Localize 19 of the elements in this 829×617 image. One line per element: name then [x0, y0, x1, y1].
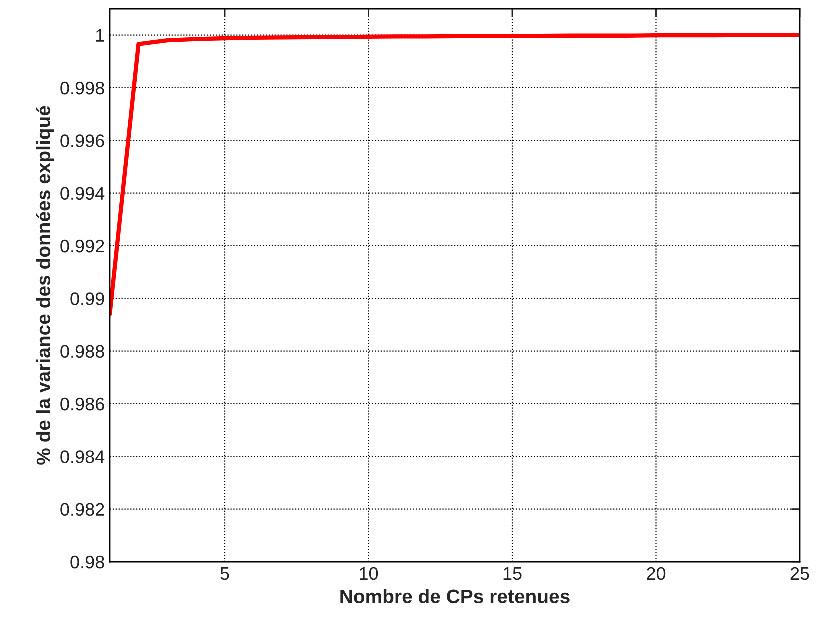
- y-tick-label: 0.986: [60, 398, 104, 411]
- y-tick-label: 0.996: [60, 134, 104, 148]
- y-tick-label: 0.99: [70, 292, 104, 306]
- x-tick-label: 5: [220, 568, 230, 580]
- y-tick-label: 0.994: [60, 187, 105, 200]
- y-tick-label: 0.98: [70, 556, 104, 569]
- line-series: [110, 33, 800, 317]
- y-tick-label: 1: [96, 29, 104, 42]
- y-tick-label: 0.998: [60, 82, 104, 95]
- x-axis-title: Nombre de CPs retenues: [340, 589, 570, 604]
- y-tick-label: 0.984: [60, 450, 105, 464]
- x-tick-label: 10: [360, 567, 378, 580]
- x-tick-label: 25: [790, 567, 810, 580]
- y-tick-label: 0.982: [60, 503, 104, 516]
- y-tick-label: 0.988: [60, 345, 104, 358]
- x-tick-label: 20: [647, 567, 666, 580]
- y-axis-title: % de la variance des données expliqué: [36, 106, 54, 465]
- x-tick-label: 15: [504, 568, 522, 580]
- y-tick-label: 0.992: [60, 240, 104, 253]
